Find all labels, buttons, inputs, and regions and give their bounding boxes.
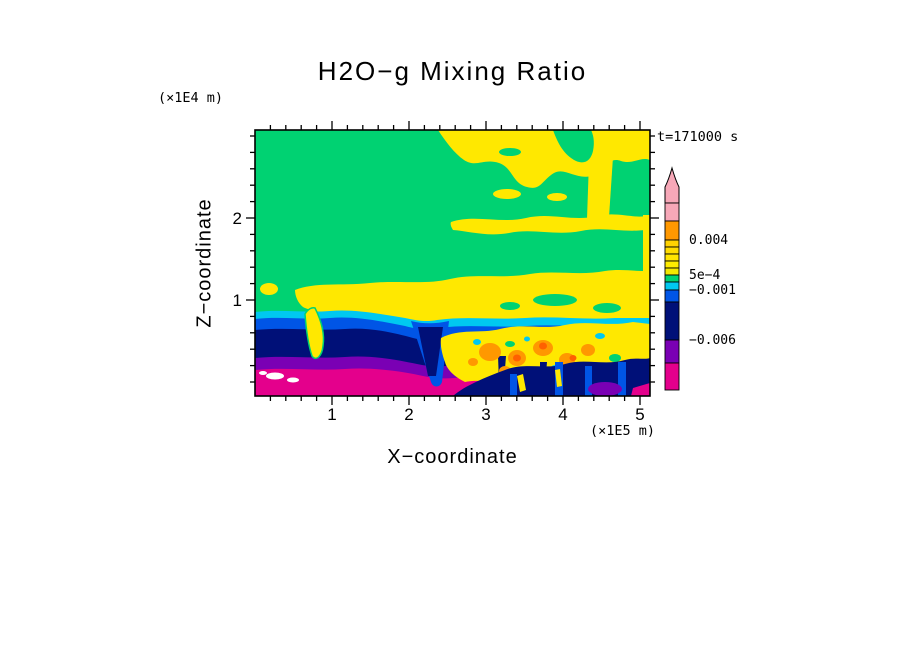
axis-ticks: 1 2 3 4 5 1 2 (233, 121, 659, 420)
green-island (533, 294, 577, 306)
x-tick-label: 4 (558, 405, 567, 420)
x-tick-label: 3 (481, 405, 490, 420)
colorbar-label: 5e−4 (689, 268, 720, 283)
colorbar-segment (664, 281, 680, 291)
colorbar-segment (664, 267, 680, 276)
white-spot (287, 377, 299, 383)
colorbar-segment (664, 274, 680, 283)
colorbar-label: −0.001 (689, 283, 736, 298)
plot-title: H2O−g Mixing Ratio (317, 56, 588, 86)
orange-cell (581, 344, 595, 356)
blue-column (585, 366, 592, 396)
cyan-speck (524, 336, 530, 342)
blue-column (618, 362, 626, 396)
x-tick-label: 1 (327, 405, 336, 420)
orange-core (513, 354, 521, 362)
colorbar-segment (664, 246, 680, 255)
colorbar-labels: 0.004 5e−4−0.001 −0.006 (689, 233, 736, 348)
y-axis-units: (×1E4 m) (158, 90, 224, 106)
x-axis-units: (×1E5 m) (589, 423, 655, 439)
time-annotation: t=171000 s (657, 129, 739, 145)
plot-frame (254, 129, 651, 397)
colorbar-segments (664, 202, 680, 391)
orange-core (569, 355, 577, 361)
blue-column (510, 374, 517, 396)
y-axis-title: Z−coordinate (193, 198, 216, 328)
white-spot (266, 372, 284, 380)
orange-cell (468, 358, 478, 366)
colorbar-segment (664, 339, 680, 364)
yellow-filament (517, 374, 526, 392)
navy-notch-core (418, 327, 443, 376)
x-tick-label: 5 (635, 405, 644, 420)
yellow-edge-strip (643, 215, 650, 275)
orange-cell (479, 343, 501, 361)
white-spot (259, 371, 267, 375)
colorbar-segment (664, 253, 680, 262)
y-tick-label: 2 (233, 209, 242, 228)
green-notch (553, 130, 594, 163)
colorbar-label: −0.006 (689, 333, 736, 348)
magenta-corner (631, 383, 650, 396)
colorbar-segment (664, 260, 680, 269)
colorbar-arrow (664, 166, 680, 204)
green-hole (499, 148, 521, 156)
purple-patch (588, 382, 622, 396)
x-axis-title: X−coordinate (387, 446, 518, 468)
colorbar-label: 0.004 (689, 233, 728, 248)
yellow-island (547, 193, 567, 201)
yellow-island (493, 189, 521, 199)
contour-field (255, 130, 650, 396)
yellow-left-blob (260, 283, 278, 295)
y-tick-label: 1 (233, 291, 242, 310)
green-island (593, 303, 621, 313)
colorbar-segment (664, 362, 680, 391)
cyan-speck (595, 333, 605, 339)
cyan-speck (473, 339, 481, 345)
green-speck (505, 341, 515, 347)
colorbar-segment (664, 301, 680, 341)
x-tick-label: 2 (404, 405, 413, 420)
colorbar-segment (664, 220, 680, 241)
yellow-connector (587, 157, 613, 219)
colorbar: 0.004 5e−4−0.001 −0.006 (664, 166, 736, 391)
green-speck (609, 354, 621, 362)
yellow-filament (555, 369, 562, 387)
green-island (500, 302, 520, 310)
contour-plot: 1 2 3 4 5 1 2 (233, 121, 659, 420)
yellow-upper-band (450, 214, 650, 235)
orange-core (539, 342, 547, 350)
yellow-descender-comma (304, 307, 325, 360)
colorbar-segment (664, 239, 680, 248)
colorbar-segment (664, 289, 680, 303)
colorbar-segment (664, 202, 680, 222)
